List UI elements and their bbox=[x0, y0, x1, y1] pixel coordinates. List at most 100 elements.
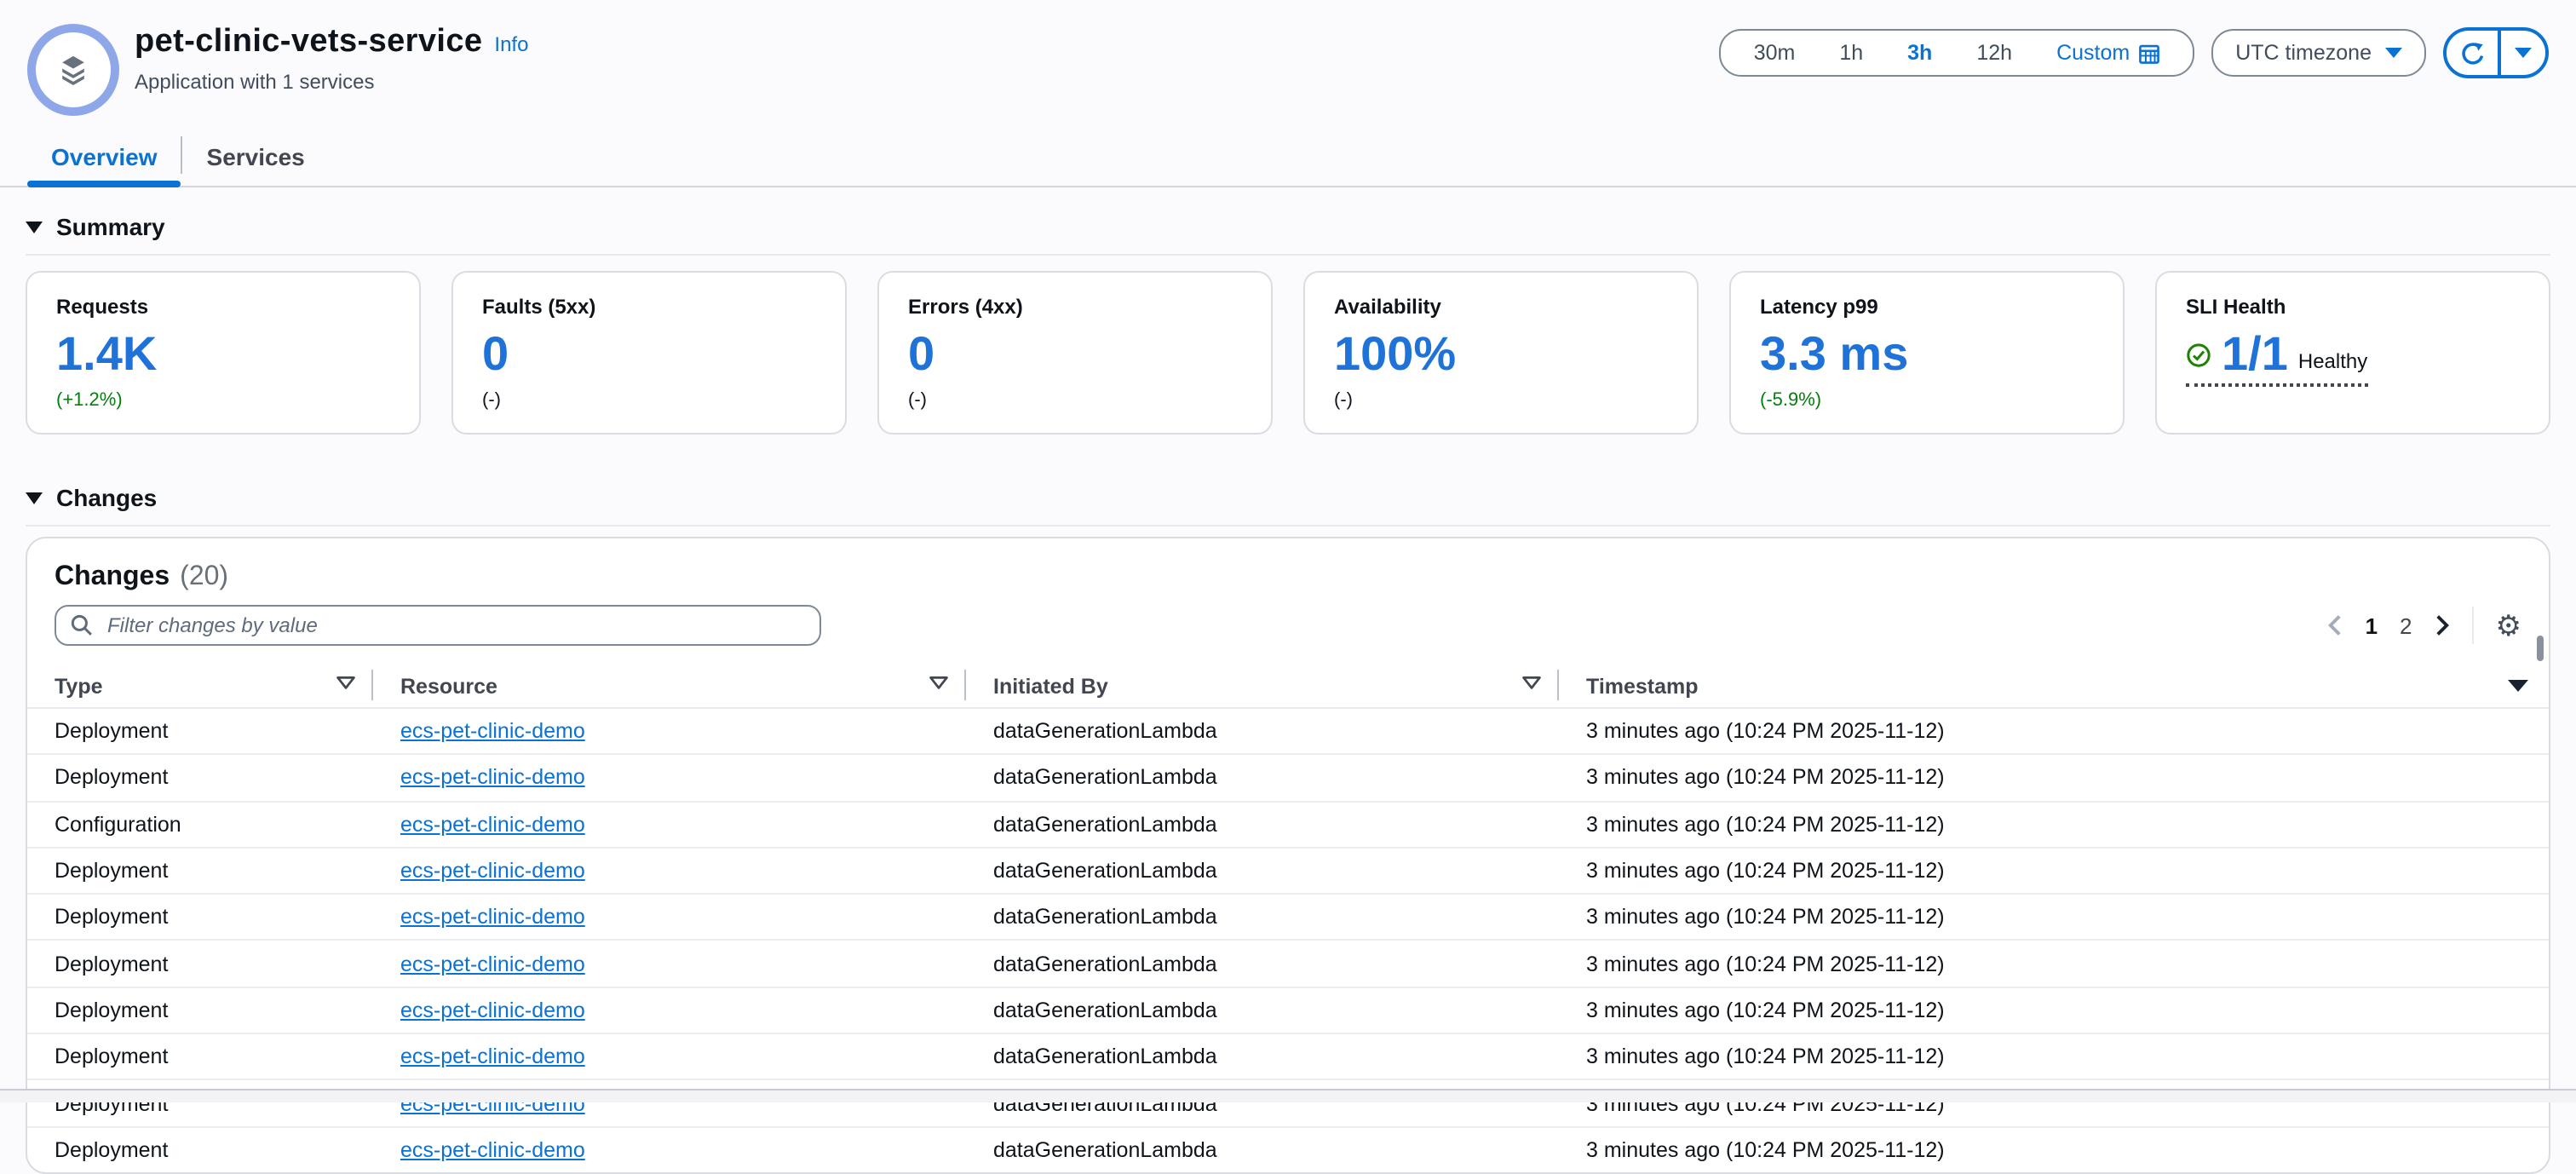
metric-suffix: Healthy bbox=[2298, 349, 2367, 378]
toolbar-divider bbox=[2472, 607, 2474, 644]
column-label: Type bbox=[55, 674, 103, 698]
cell-timestamp: 3 minutes ago (10:24 PM 2025-11-12) bbox=[1559, 906, 2549, 929]
timezone-label: UTC timezone bbox=[2235, 41, 2372, 65]
refresh-options-button[interactable] bbox=[2501, 31, 2545, 75]
page-number-1[interactable]: 1 bbox=[2366, 613, 2378, 638]
metric-value: 1/1 bbox=[2222, 331, 2288, 378]
table-body: Deployment ecs-pet-clinic-demo dataGener… bbox=[27, 709, 2549, 1172]
metric-value-row: 100% bbox=[1334, 331, 1456, 378]
time-range-12h[interactable]: 12h bbox=[1954, 41, 2034, 65]
cell-initiated-by: dataGenerationLambda bbox=[966, 1138, 1559, 1162]
tab-overview[interactable]: Overview bbox=[27, 133, 181, 186]
summary-cards-row: Requests 1.4K (+1.2%) Faults (5xx) 0 (-)… bbox=[26, 271, 2550, 434]
cell-type: Deployment bbox=[27, 719, 373, 743]
table-row: Configuration ecs-pet-clinic-demo dataGe… bbox=[27, 800, 2549, 847]
cell-initiated-by: dataGenerationLambda bbox=[966, 952, 1559, 975]
metric-value: 0 bbox=[482, 331, 509, 378]
table-row: Deployment ecs-pet-clinic-demo dataGener… bbox=[27, 847, 2549, 894]
time-range-custom[interactable]: Custom bbox=[2034, 41, 2182, 65]
cell-resource: ecs-pet-clinic-demo bbox=[373, 812, 966, 836]
chevron-down-icon bbox=[2515, 48, 2532, 58]
metric-value-row: 0 bbox=[482, 331, 509, 378]
info-link[interactable]: Info bbox=[494, 32, 528, 56]
resource-link[interactable]: ecs-pet-clinic-demo bbox=[400, 952, 585, 975]
cell-type: Deployment bbox=[27, 766, 373, 790]
cell-resource: ecs-pet-clinic-demo bbox=[373, 952, 966, 975]
cell-timestamp: 3 minutes ago (10:24 PM 2025-11-12) bbox=[1559, 766, 2549, 790]
cell-type: Configuration bbox=[27, 812, 373, 836]
time-range-30m[interactable]: 30m bbox=[1732, 41, 1818, 65]
column-header-timestamp: Timestamp bbox=[1559, 665, 2549, 707]
next-page-button[interactable] bbox=[2435, 613, 2450, 637]
resource-link[interactable]: ecs-pet-clinic-demo bbox=[400, 1045, 585, 1068]
cell-initiated-by: dataGenerationLambda bbox=[966, 859, 1559, 883]
chevron-down-icon bbox=[2385, 48, 2402, 58]
header-controls: 30m 1h 3h 12h Custom UTC bbox=[1720, 24, 2549, 78]
column-filter-icon[interactable] bbox=[929, 675, 949, 695]
cell-type: Deployment bbox=[27, 1138, 373, 1162]
summary-card: Faults (5xx) 0 (-) bbox=[451, 271, 847, 434]
cell-timestamp: 3 minutes ago (10:24 PM 2025-11-12) bbox=[1559, 719, 2549, 743]
metric-value-row: 1.4K bbox=[56, 331, 157, 378]
resource-link[interactable]: ecs-pet-clinic-demo bbox=[400, 906, 585, 929]
summary-card: Requests 1.4K (+1.2%) bbox=[26, 271, 421, 434]
metric-delta: (-) bbox=[1334, 390, 1668, 411]
cell-type: Deployment bbox=[27, 952, 373, 975]
resource-link[interactable]: ecs-pet-clinic-demo bbox=[400, 766, 585, 790]
cell-type: Deployment bbox=[27, 998, 373, 1022]
filter-input[interactable] bbox=[55, 605, 821, 646]
table-row: Deployment ecs-pet-clinic-demo dataGener… bbox=[27, 987, 2549, 1033]
cell-type: Deployment bbox=[27, 1045, 373, 1068]
summary-card: Latency p99 3.3 ms (-5.9%) bbox=[1729, 271, 2125, 434]
changes-section-toggle[interactable]: Changes bbox=[26, 484, 2550, 511]
page-content: Summary Requests 1.4K (+1.2%) Faults (5x… bbox=[0, 213, 2576, 1174]
column-filter-icon[interactable] bbox=[336, 675, 356, 695]
page-title: pet-clinic-vets-service bbox=[135, 24, 482, 61]
time-range-1h[interactable]: 1h bbox=[1817, 41, 1885, 65]
collapse-caret-icon bbox=[26, 221, 43, 233]
cell-timestamp: 3 minutes ago (10:24 PM 2025-11-12) bbox=[1559, 998, 2549, 1022]
resource-link[interactable]: ecs-pet-clinic-demo bbox=[400, 998, 585, 1022]
table-settings-gear-icon[interactable]: ⚙ bbox=[2496, 611, 2522, 640]
metric-value-row: 3.3 ms bbox=[1760, 331, 1908, 378]
column-label: Timestamp bbox=[1586, 674, 1699, 698]
calendar-icon bbox=[2138, 42, 2160, 64]
changes-panel: Changes (20) 1 2 bbox=[26, 537, 2550, 1174]
cell-resource: ecs-pet-clinic-demo bbox=[373, 1045, 966, 1068]
column-filter-caret-icon[interactable] bbox=[2508, 680, 2528, 692]
healthy-check-icon bbox=[2186, 342, 2211, 367]
column-header-resource: Resource bbox=[373, 665, 966, 707]
collapse-caret-icon bbox=[26, 492, 43, 504]
refresh-button[interactable] bbox=[2447, 31, 2501, 75]
tab-services[interactable]: Services bbox=[183, 133, 329, 186]
filter-field bbox=[55, 605, 821, 646]
table-row: Deployment ecs-pet-clinic-demo dataGener… bbox=[27, 709, 2549, 754]
table-scrollbar[interactable] bbox=[2537, 636, 2544, 661]
changes-count-badge: (20) bbox=[180, 562, 228, 593]
resource-link[interactable]: ecs-pet-clinic-demo bbox=[400, 719, 585, 743]
resource-link[interactable]: ecs-pet-clinic-demo bbox=[400, 1138, 585, 1162]
application-page: pet-clinic-vets-service Info Application… bbox=[0, 0, 2576, 1102]
section-divider bbox=[26, 254, 2550, 256]
time-range-3h[interactable]: 3h bbox=[1885, 41, 1954, 65]
metric-label: Availability bbox=[1334, 295, 1668, 319]
metric-value-row: 0 bbox=[908, 331, 934, 378]
resource-link[interactable]: ecs-pet-clinic-demo bbox=[400, 812, 585, 836]
cell-resource: ecs-pet-clinic-demo bbox=[373, 1138, 966, 1162]
metric-label: Errors (4xx) bbox=[908, 295, 1242, 319]
custom-range-label: Custom bbox=[2056, 41, 2130, 65]
page-header: pet-clinic-vets-service Info Application… bbox=[0, 0, 2576, 116]
section-divider bbox=[26, 525, 2550, 527]
previous-page-button[interactable] bbox=[2328, 613, 2343, 637]
timezone-dropdown[interactable]: UTC timezone bbox=[2211, 29, 2426, 77]
cell-initiated-by: dataGenerationLambda bbox=[966, 766, 1559, 790]
cell-timestamp: 3 minutes ago (10:24 PM 2025-11-12) bbox=[1559, 1138, 2549, 1162]
resource-link[interactable]: ecs-pet-clinic-demo bbox=[400, 859, 585, 883]
column-filter-icon[interactable] bbox=[1521, 675, 1542, 695]
summary-card: Availability 100% (-) bbox=[1303, 271, 1699, 434]
page-number-2[interactable]: 2 bbox=[2400, 613, 2412, 638]
summary-section-toggle[interactable]: Summary bbox=[26, 213, 2550, 240]
cell-initiated-by: dataGenerationLambda bbox=[966, 998, 1559, 1022]
cell-initiated-by: dataGenerationLambda bbox=[966, 812, 1559, 836]
table-toolbar: 1 2 ⚙ bbox=[27, 605, 2549, 646]
